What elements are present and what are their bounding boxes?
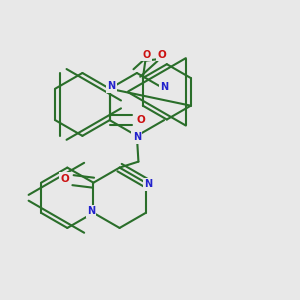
Text: N: N — [87, 206, 95, 216]
Text: N: N — [160, 82, 168, 92]
Text: N: N — [144, 179, 152, 189]
Text: O: O — [142, 50, 151, 60]
Text: O: O — [61, 174, 70, 184]
Text: N: N — [107, 81, 115, 91]
Text: N: N — [133, 132, 141, 142]
Text: O: O — [157, 50, 166, 60]
Text: O: O — [137, 115, 146, 125]
